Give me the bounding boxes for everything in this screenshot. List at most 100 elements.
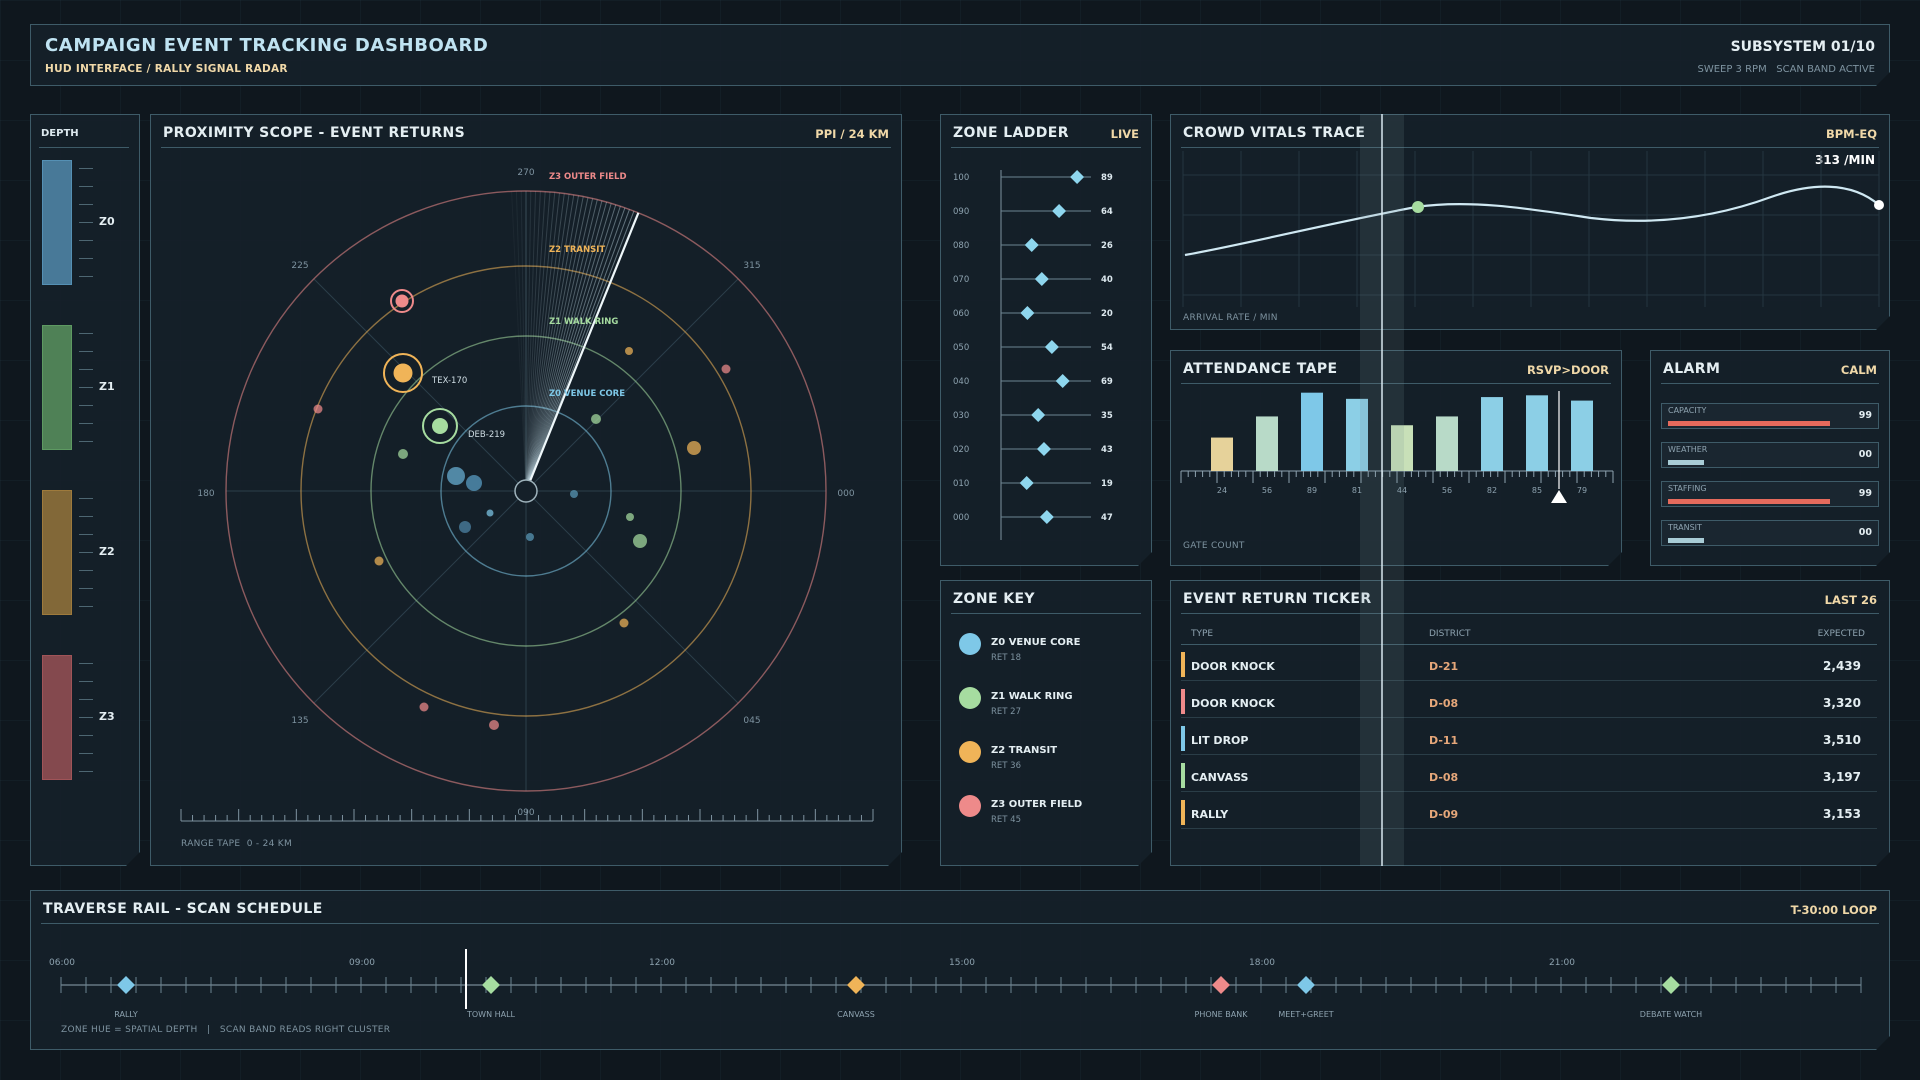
sweep-status: SWEEP 3 RPM SCAN BAND ACTIVE <box>1697 64 1875 75</box>
attendance-bar-chart: 24 56 89 81 44 56 82 85 79 <box>1171 351 1623 567</box>
alarm-transit[interactable]: TRANSIT 00 <box>1661 520 1879 546</box>
schedule-timeline[interactable]: 06:00 09:00 12:00 15:00 18:00 21:00 RALLY TOWN … <box>31 891 1891 1051</box>
rail-event-marker[interactable] <box>1662 976 1680 994</box>
target-label-tex: TEX-170 <box>431 376 467 386</box>
ticker-row[interactable]: DOOR KNOCK D-21 2,439 <box>1181 649 1877 681</box>
ladder-marker[interactable] <box>1035 272 1049 286</box>
zone-key-ret: RET 27 <box>991 707 1021 717</box>
zone-key-panel: ZONE KEY Z0 VENUE CORE RET 18 Z1 WALK RING… <box>940 580 1152 866</box>
bearing-180: 180 <box>197 489 214 499</box>
ladder-value: 20 <box>1101 309 1113 319</box>
alarm-name: WEATHER <box>1668 445 1708 454</box>
target-tex-170[interactable] <box>394 364 413 383</box>
ladder-marker[interactable] <box>1031 408 1045 422</box>
depth-gauge-z2 <box>42 490 72 615</box>
ladder-level: 100 <box>953 173 969 183</box>
col-district: DISTRICT <box>1429 629 1471 639</box>
rail-time-label: 21:00 <box>1549 958 1575 968</box>
rail-event-marker[interactable] <box>1212 976 1230 994</box>
ladder-level: 020 <box>953 445 969 455</box>
attendance-bar[interactable] <box>1481 397 1503 471</box>
rail-event-marker[interactable] <box>482 976 500 994</box>
ticker-row[interactable]: RALLY D-09 3,153 <box>1181 797 1877 829</box>
sweep-trail <box>526 192 550 491</box>
attendance-bar[interactable] <box>1571 401 1593 471</box>
alarm-value: 00 <box>1858 449 1872 460</box>
ticker-row[interactable]: DOOR KNOCK D-08 3,320 <box>1181 686 1877 718</box>
depth-tick <box>79 516 93 517</box>
ladder-level: 010 <box>953 479 969 489</box>
target-tex-170-ring <box>384 354 422 392</box>
alarm-staffing[interactable]: STAFFING 99 <box>1661 481 1879 507</box>
ticker-expected: 2,439 <box>1823 659 1861 673</box>
radar-return <box>489 720 499 730</box>
vitals-endpoint <box>1874 200 1884 210</box>
target-deb-219[interactable] <box>432 418 448 434</box>
ticker-district: D-21 <box>1429 660 1459 673</box>
alarm-capacity[interactable]: CAPACITY 99 <box>1661 403 1879 429</box>
depth-tick <box>79 699 93 700</box>
scope-title: PROXIMITY SCOPE - EVENT RETURNS <box>163 125 466 141</box>
attendance-bar[interactable] <box>1436 416 1458 471</box>
sweep-trail <box>526 193 564 491</box>
ladder-marker[interactable] <box>1025 238 1039 252</box>
ladder-level: 090 <box>953 207 969 217</box>
dashboard-title: CAMPAIGN EVENT TRACKING DASHBOARD <box>45 35 489 56</box>
range-tape-label: RANGE TAPE 0 - 24 KM <box>181 839 293 849</box>
vitals-marker[interactable] <box>1412 201 1424 213</box>
ticker-type: RALLY <box>1191 808 1229 821</box>
target-z3[interactable] <box>396 295 409 308</box>
ladder-marker[interactable] <box>1052 204 1066 218</box>
ladder-marker[interactable] <box>1020 306 1034 320</box>
radar-return <box>687 441 701 455</box>
sweep-trail <box>526 192 545 491</box>
alarm-weather[interactable]: WEATHER 00 <box>1661 442 1879 468</box>
attendance-bar[interactable] <box>1256 416 1278 471</box>
subsystem-label: SUBSYSTEM 01/10 <box>1730 39 1875 55</box>
rail-event-marker[interactable] <box>847 976 865 994</box>
sweep-trail <box>526 191 540 491</box>
ladder-value: 40 <box>1101 275 1113 285</box>
radar-return <box>626 513 634 521</box>
ladder-marker[interactable] <box>1070 170 1084 184</box>
attendance-bar[interactable] <box>1346 399 1368 471</box>
ladder-marker[interactable] <box>1020 476 1034 490</box>
attendance-bar-label: 79 <box>1577 486 1587 495</box>
ladder-marker[interactable] <box>1037 442 1051 456</box>
attendance-bar[interactable] <box>1301 393 1323 471</box>
zone-key-name: Z1 WALK RING <box>991 691 1073 702</box>
ladder-level: 050 <box>953 343 969 353</box>
ticker-stripe <box>1181 763 1185 788</box>
depth-label-z0: Z0 <box>99 215 115 228</box>
ticker-row[interactable]: CANVASS D-08 3,197 <box>1181 760 1877 792</box>
depth-panel: DEPTH Z0 Z1 Z2 Z3 <box>30 114 140 866</box>
sweep-trail <box>526 208 625 491</box>
sweep-trail <box>521 191 526 491</box>
alarm-title: ALARM <box>1663 361 1721 377</box>
depth-tick <box>79 204 93 205</box>
ladder-marker[interactable] <box>1040 510 1054 524</box>
ticker-row[interactable]: LIT DROP D-11 3,510 <box>1181 723 1877 755</box>
ladder-marker[interactable] <box>1045 340 1059 354</box>
attendance-bar[interactable] <box>1391 425 1413 471</box>
ladder-level: 030 <box>953 411 969 421</box>
rail-time-label: 06:00 <box>49 958 75 968</box>
ladder-marker[interactable] <box>1056 374 1070 388</box>
attendance-bar[interactable] <box>1211 438 1233 471</box>
sweep-trail <box>526 200 597 491</box>
zone-key-title: ZONE KEY <box>953 591 1035 607</box>
ticker-expected: 3,320 <box>1823 696 1861 710</box>
radar-return <box>420 703 429 712</box>
rail-event-label: RALLY <box>114 1010 138 1019</box>
sweep-trail <box>526 203 611 491</box>
vitals-trace-chart <box>1171 115 1891 331</box>
ticker-type: CANVASS <box>1191 771 1249 784</box>
rail-event-marker[interactable] <box>1297 976 1315 994</box>
bearing-000: 000 <box>837 489 854 499</box>
zone-key-swatch <box>959 795 981 817</box>
rail-event-marker[interactable] <box>117 976 135 994</box>
radar-scope[interactable]: 270 315 225 180 000 135 045 090 Z3 OUTER… <box>151 115 903 867</box>
attendance-bar[interactable] <box>1526 395 1548 471</box>
attendance-bar-label: 24 <box>1217 486 1227 495</box>
zone-key-ret: RET 18 <box>991 653 1021 663</box>
